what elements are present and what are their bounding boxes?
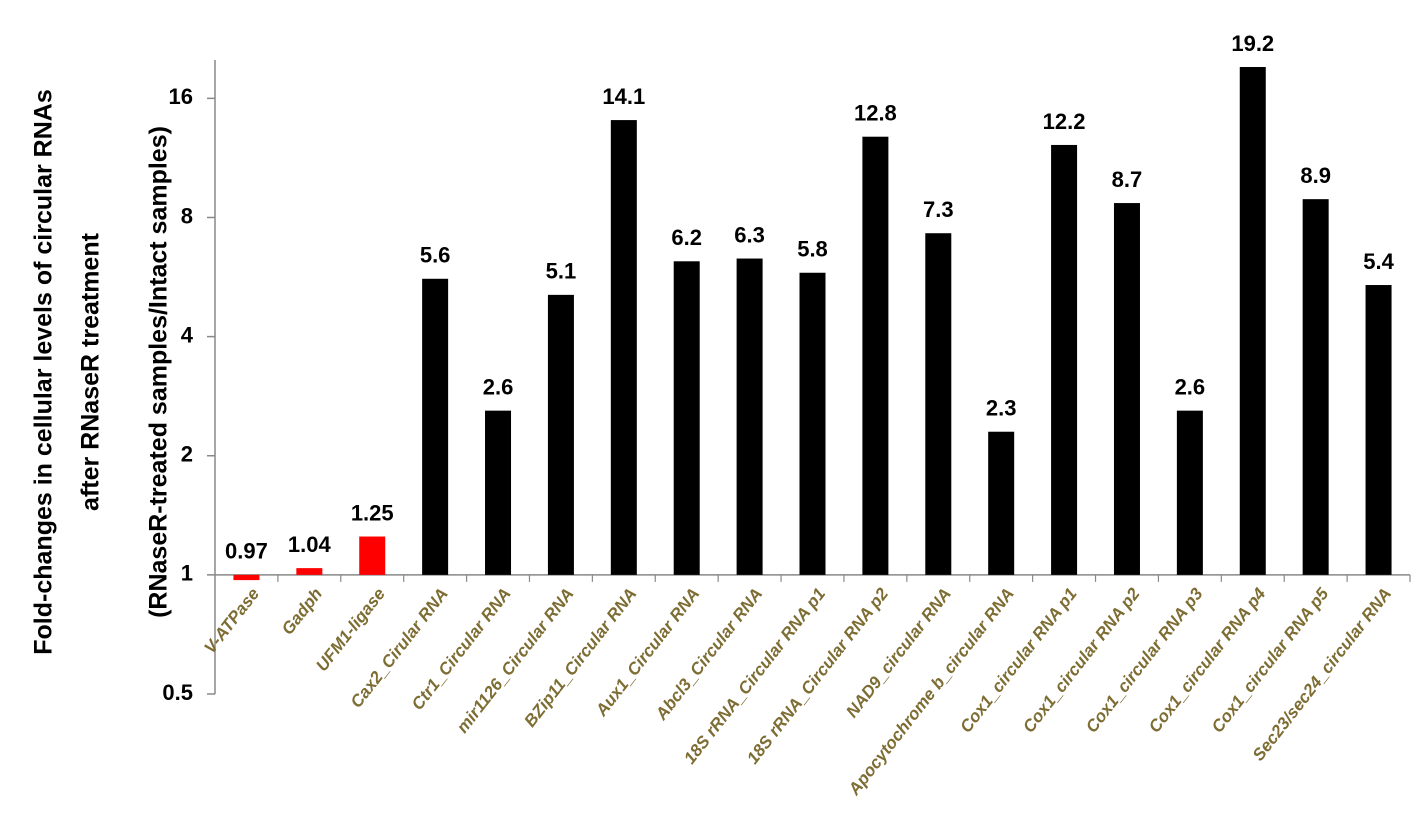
x-tick-label: BZip11_Circular RNA (520, 584, 640, 730)
bar (547, 294, 574, 575)
bar (1365, 285, 1392, 575)
bar (1302, 199, 1329, 575)
value-label: 8.9 (1300, 163, 1331, 188)
x-tick-label: mir1126_Circular RNA (453, 584, 578, 736)
y-tick-label: 1 (181, 561, 193, 586)
bar (988, 431, 1015, 575)
y-tick-label: 4 (181, 322, 194, 347)
bar (925, 233, 952, 575)
y-axis-title: Fold-changes in cellular levels of circu… (30, 89, 58, 654)
bar (359, 536, 386, 575)
value-label: 14.1 (602, 84, 645, 109)
x-tick-label: NAD9_circular RNA (842, 584, 955, 721)
value-label: 6.2 (671, 225, 702, 250)
x-tick-label: Cox1_circular RNA p4 (1145, 584, 1270, 736)
bar (1113, 203, 1140, 575)
bar (736, 258, 763, 575)
x-tick-label: Cox1_circular RNA p1 (956, 584, 1081, 736)
value-label: 5.1 (546, 259, 577, 284)
x-tick-label: Gadph (278, 584, 326, 638)
x-tick-label: Cox1_circular RNA p3 (1082, 584, 1207, 736)
y-axis-title: (RNaseR-treated samples/Intact samples) (145, 126, 173, 618)
y-tick-label: 16 (169, 84, 193, 109)
bar (296, 568, 323, 575)
value-label: 8.7 (1112, 167, 1143, 192)
value-label: 1.04 (288, 532, 332, 557)
bar (673, 261, 700, 575)
y-tick-label: 8 (181, 203, 193, 228)
bar (862, 136, 889, 575)
value-label: 12.2 (1043, 109, 1086, 134)
value-label: 5.4 (1363, 249, 1394, 274)
bar (422, 278, 449, 575)
x-tick-label: V-ATPase (200, 584, 263, 657)
value-label: 5.8 (797, 237, 828, 262)
value-label: 1.25 (351, 500, 394, 525)
y-tick-label: 0.5 (162, 680, 193, 705)
bar (485, 410, 512, 575)
value-label: 12.8 (854, 101, 897, 126)
x-tick-label: Aux1_Circular RNA (591, 584, 703, 720)
bar (1051, 144, 1078, 575)
value-label: 0.97 (225, 539, 268, 564)
value-label: 6.3 (734, 222, 765, 247)
y-axis-title: after RNaseR treatment (77, 232, 105, 511)
value-label: 7.3 (923, 197, 954, 222)
value-label: 2.3 (986, 396, 1017, 421)
bar (610, 120, 637, 575)
bar (233, 574, 260, 581)
bar (1176, 410, 1203, 575)
value-label: 2.6 (483, 374, 514, 399)
x-tick-label: Cox1_circular RNA p2 (1019, 584, 1144, 736)
bar (1239, 67, 1266, 575)
x-tick-label: Cox1_circular RNA p5 (1208, 584, 1333, 736)
bar (799, 272, 826, 575)
value-label: 19.2 (1231, 31, 1274, 56)
value-label: 2.6 (1175, 374, 1206, 399)
y-tick-label: 2 (181, 442, 193, 467)
value-label: 5.6 (420, 243, 451, 268)
x-tick-label: Abcl3_Circular RNA (651, 584, 766, 724)
